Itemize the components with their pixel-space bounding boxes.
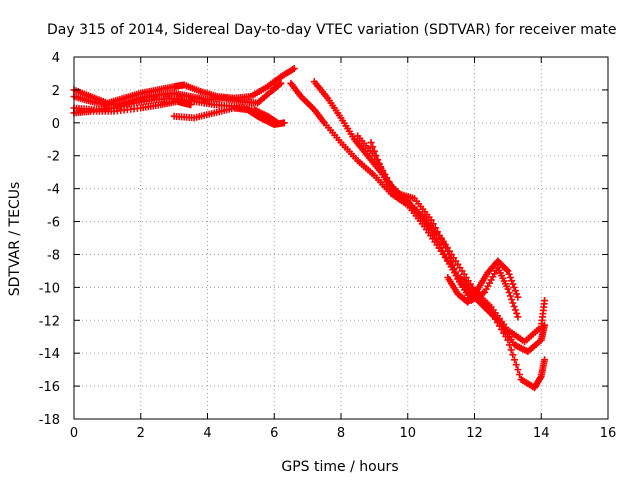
x-tick-label: 0 bbox=[70, 426, 78, 441]
x-axis-title: GPS time / hours bbox=[281, 459, 398, 475]
data-point bbox=[446, 254, 454, 262]
data-point bbox=[505, 270, 513, 278]
data-point bbox=[513, 290, 521, 298]
data-point bbox=[448, 258, 456, 266]
data-point bbox=[374, 156, 382, 164]
data-point bbox=[429, 220, 437, 228]
data-point bbox=[450, 265, 458, 273]
data-point bbox=[451, 268, 459, 276]
grid bbox=[74, 57, 608, 419]
x-tick-label: 12 bbox=[466, 426, 483, 441]
data-point bbox=[506, 341, 514, 349]
series-track-2 bbox=[70, 79, 285, 109]
data-point bbox=[438, 235, 446, 243]
data-point bbox=[507, 346, 515, 354]
data-point bbox=[513, 309, 521, 317]
tick-labels: 0 2 4 6 8 10 12 14 16 4 2 0 -2 -4 -6 -8 -10 -12 -14 -16 -18 bbox=[39, 51, 617, 441]
data-point bbox=[509, 299, 517, 307]
data-point bbox=[435, 232, 443, 240]
data-point bbox=[536, 374, 544, 382]
data-point bbox=[503, 266, 511, 274]
y-tick-label: -16 bbox=[39, 380, 60, 395]
y-tick-label: -18 bbox=[39, 413, 60, 428]
data-point bbox=[514, 313, 522, 321]
data-point bbox=[187, 101, 195, 109]
data-point bbox=[512, 361, 520, 369]
data-point bbox=[508, 277, 516, 285]
series-track-9 bbox=[367, 139, 522, 321]
data-point bbox=[516, 371, 524, 379]
data-point bbox=[445, 251, 453, 259]
data-point bbox=[277, 79, 285, 87]
data-point bbox=[280, 119, 288, 127]
y-tick-label: 4 bbox=[52, 51, 60, 66]
data-point bbox=[541, 321, 549, 329]
y-axis-title: SDTVAR / TECUs bbox=[7, 182, 23, 297]
data-point bbox=[504, 267, 512, 275]
data-point bbox=[506, 273, 514, 281]
data-point bbox=[370, 147, 378, 155]
x-tick-label: 8 bbox=[337, 426, 345, 441]
data-point bbox=[510, 302, 518, 310]
data-point bbox=[509, 280, 517, 288]
series-track-10 bbox=[444, 257, 522, 306]
y-tick-label: -4 bbox=[47, 183, 60, 198]
data-series bbox=[70, 65, 549, 392]
y-tick-label: -12 bbox=[39, 314, 60, 329]
data-point bbox=[369, 143, 377, 151]
data-point bbox=[541, 297, 549, 305]
data-point bbox=[367, 139, 375, 147]
data-point bbox=[290, 65, 298, 73]
data-point bbox=[377, 164, 385, 172]
y-tick-label: -8 bbox=[47, 248, 60, 263]
data-point bbox=[514, 293, 522, 301]
data-point bbox=[511, 356, 519, 364]
axes bbox=[73, 56, 609, 420]
data-point bbox=[375, 159, 383, 167]
data-point bbox=[504, 285, 512, 293]
data-point bbox=[433, 228, 441, 236]
data-point bbox=[506, 292, 514, 300]
data-point bbox=[541, 356, 549, 364]
data-point bbox=[511, 287, 519, 295]
data-point bbox=[514, 366, 522, 374]
x-tick-label: 6 bbox=[270, 426, 278, 441]
x-tick-label: 2 bbox=[137, 426, 145, 441]
data-point bbox=[431, 224, 439, 232]
y-tick-label: -10 bbox=[39, 281, 60, 296]
data-point bbox=[509, 351, 517, 359]
y-tick-label: -6 bbox=[47, 216, 60, 231]
data-point bbox=[375, 160, 383, 168]
x-tick-label: 16 bbox=[600, 426, 617, 441]
data-point bbox=[508, 295, 516, 303]
data-point bbox=[379, 169, 387, 177]
chart-title: Day 315 of 2014, Sidereal Day-to-day VTE… bbox=[47, 22, 617, 38]
data-point bbox=[449, 261, 457, 269]
y-tick-label: -2 bbox=[47, 150, 60, 165]
data-point bbox=[453, 272, 461, 280]
data-point bbox=[442, 243, 450, 251]
x-tick-label: 14 bbox=[533, 426, 550, 441]
data-point bbox=[444, 247, 452, 255]
x-tick-label: 4 bbox=[203, 426, 211, 441]
data-point bbox=[440, 239, 448, 247]
y-tick-label: -14 bbox=[39, 347, 60, 362]
data-point bbox=[427, 216, 435, 224]
data-point bbox=[276, 80, 284, 88]
y-tick-label: 0 bbox=[52, 117, 60, 132]
series-track-4 bbox=[70, 97, 195, 117]
data-point bbox=[511, 306, 519, 314]
data-point bbox=[505, 289, 513, 297]
data-point bbox=[372, 152, 380, 160]
data-point bbox=[504, 336, 512, 344]
x-tick-label: 10 bbox=[399, 426, 416, 441]
y-tick-label: 2 bbox=[52, 84, 60, 99]
data-point bbox=[510, 283, 518, 291]
series-track-5 bbox=[170, 104, 288, 128]
